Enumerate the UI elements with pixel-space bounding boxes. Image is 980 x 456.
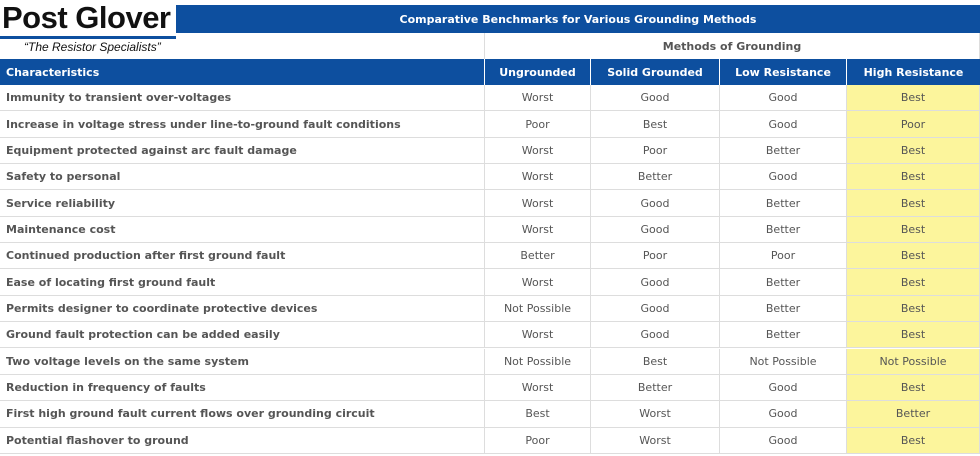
value-cell: Good bbox=[590, 85, 719, 112]
value-cell: Poor bbox=[484, 427, 590, 454]
value-cell: Good bbox=[719, 111, 846, 138]
row-label: Continued production after first ground … bbox=[0, 243, 484, 270]
table-title: Comparative Benchmarks for Various Groun… bbox=[176, 5, 980, 33]
value-cell: Good bbox=[719, 85, 846, 112]
row-label: Ground fault protection can be added eas… bbox=[0, 322, 484, 349]
row-label: Ease of locating first ground fault bbox=[0, 269, 484, 296]
row-label: Permits designer to coordinate protectiv… bbox=[0, 296, 484, 323]
value-cell: Best bbox=[484, 401, 590, 428]
value-cell: Good bbox=[590, 269, 719, 296]
value-cell: Worst bbox=[484, 374, 590, 402]
value-cell: Better bbox=[719, 295, 846, 323]
value-cell: Better bbox=[719, 322, 846, 349]
value-cell: Poor bbox=[719, 243, 846, 270]
value-cell: Best bbox=[846, 85, 980, 112]
row-label: Reduction in frequency of faults bbox=[0, 375, 484, 402]
value-cell: Good bbox=[719, 401, 846, 428]
value-cell: Best bbox=[846, 322, 980, 349]
column-header: Low Resistance bbox=[719, 59, 846, 85]
value-cell: Worst bbox=[484, 322, 590, 349]
value-cell: Better bbox=[846, 401, 980, 428]
value-cell: Not Possible bbox=[846, 348, 980, 375]
value-cell: Best bbox=[846, 427, 980, 454]
tagline: “The Resistor Specialists” bbox=[24, 40, 161, 54]
column-header: Solid Grounded bbox=[590, 59, 719, 85]
value-cell: Best bbox=[590, 348, 719, 375]
value-cell: Worst bbox=[590, 427, 719, 454]
value-cell: Good bbox=[590, 322, 719, 349]
value-cell: Best bbox=[846, 269, 980, 296]
value-cell: Best bbox=[846, 216, 980, 244]
value-cell: Best bbox=[846, 295, 980, 323]
value-cell: Worst bbox=[484, 190, 590, 217]
row-label: Immunity to transient over-voltages bbox=[0, 85, 484, 112]
value-cell: Better bbox=[719, 190, 846, 217]
logo: Post Glover bbox=[2, 0, 171, 35]
value-cell: Better bbox=[590, 374, 719, 402]
value-cell: Poor bbox=[846, 111, 980, 138]
value-cell: Best bbox=[846, 164, 980, 191]
value-cell: Not Possible bbox=[484, 295, 590, 323]
value-cell: Poor bbox=[484, 111, 590, 138]
column-header: Ungrounded bbox=[484, 59, 590, 85]
logo-bar bbox=[0, 36, 176, 39]
column-header: Characteristics bbox=[0, 59, 484, 85]
value-cell: Good bbox=[590, 295, 719, 323]
value-cell: Worst bbox=[590, 401, 719, 428]
value-cell: Good bbox=[590, 190, 719, 217]
group-header: Methods of Grounding bbox=[484, 33, 980, 59]
value-cell: Good bbox=[719, 164, 846, 191]
row-label: Two voltage levels on the same system bbox=[0, 349, 484, 375]
value-cell: Worst bbox=[484, 269, 590, 296]
value-cell: Best bbox=[846, 190, 980, 217]
value-cell: Good bbox=[719, 427, 846, 454]
row-label: Equipment protected against arc fault da… bbox=[0, 138, 484, 165]
value-cell: Best bbox=[590, 111, 719, 138]
value-cell: Worst bbox=[484, 85, 590, 112]
value-cell: Worst bbox=[484, 164, 590, 191]
row-label: Potential flashover to ground bbox=[0, 428, 484, 454]
column-header: High Resistance bbox=[846, 59, 980, 85]
row-label: Service reliability bbox=[0, 190, 484, 217]
row-label: Safety to personal bbox=[0, 164, 484, 191]
value-cell: Better bbox=[484, 243, 590, 270]
value-cell: Worst bbox=[484, 216, 590, 244]
value-cell: Better bbox=[590, 164, 719, 191]
value-cell: Not Possible bbox=[484, 348, 590, 375]
row-label: First high ground fault current flows ov… bbox=[0, 401, 484, 428]
value-cell: Not Possible bbox=[719, 348, 846, 375]
value-cell: Good bbox=[590, 216, 719, 244]
value-cell: Better bbox=[719, 269, 846, 296]
value-cell: Best bbox=[846, 137, 980, 165]
value-cell: Poor bbox=[590, 137, 719, 165]
row-label: Maintenance cost bbox=[0, 217, 484, 244]
value-cell: Better bbox=[719, 137, 846, 165]
value-cell: Best bbox=[846, 374, 980, 402]
value-cell: Better bbox=[719, 216, 846, 244]
value-cell: Good bbox=[719, 374, 846, 402]
value-cell: Worst bbox=[484, 137, 590, 165]
value-cell: Poor bbox=[590, 243, 719, 270]
value-cell: Best bbox=[846, 243, 980, 270]
row-label: Increase in voltage stress under line-to… bbox=[0, 111, 484, 138]
